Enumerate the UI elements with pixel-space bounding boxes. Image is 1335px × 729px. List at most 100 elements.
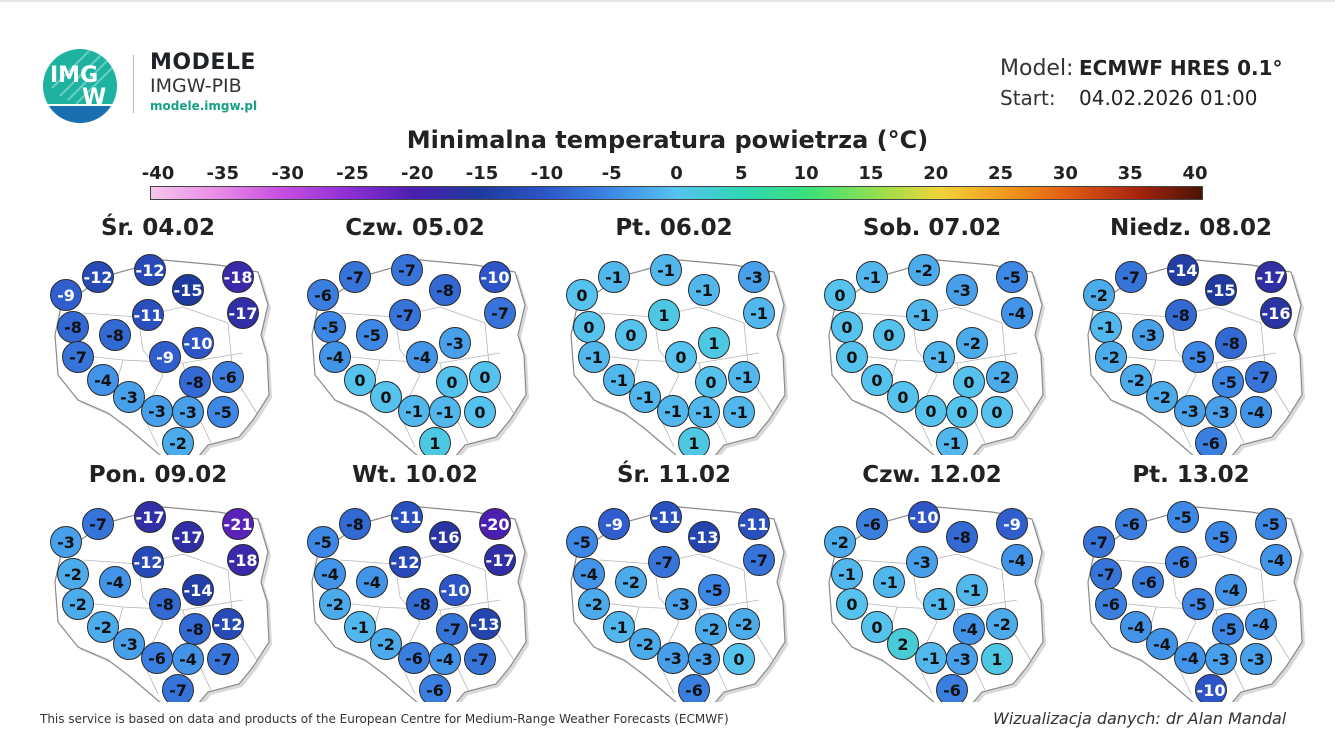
scale-tick-label: 10 xyxy=(793,163,819,184)
temperature-marker-circle xyxy=(344,364,376,396)
panel-day-title: Czw. 12.02 xyxy=(862,462,1002,488)
temperature-marker: -1 xyxy=(915,642,947,674)
temperature-value: 0 xyxy=(675,348,686,367)
temperature-marker-circle xyxy=(1001,544,1033,576)
temperature-marker-circle xyxy=(723,643,755,675)
temperature-marker: -6 xyxy=(1115,508,1147,540)
temperature-marker-circle xyxy=(1260,544,1292,576)
temperature-marker: -2 xyxy=(319,588,351,620)
temperature-value: -3 xyxy=(148,402,166,421)
temperature-marker-circle xyxy=(172,396,204,428)
temperature-marker-circle xyxy=(1167,254,1199,286)
temperature-value: -2 xyxy=(94,618,112,637)
temperature-value: -1 xyxy=(636,388,654,407)
panel-day-title: Wt. 10.02 xyxy=(352,462,478,488)
temperature-marker: -8 xyxy=(179,366,211,398)
temperature-value: -8 xyxy=(106,326,124,345)
temperature-marker-circle xyxy=(665,588,697,620)
temperature-value: -5 xyxy=(1262,515,1280,534)
temperature-marker: -3 xyxy=(1132,319,1164,351)
temperature-marker: -8 xyxy=(149,588,181,620)
scale-tick-label: -10 xyxy=(530,163,564,184)
temperature-value: 0 xyxy=(479,368,490,387)
temperature-marker-circle xyxy=(856,261,888,293)
temperature-marker-circle xyxy=(1205,643,1237,675)
temperature-marker: -3 xyxy=(439,327,471,359)
temperature-value: -1 xyxy=(610,618,628,637)
temperature-marker: -6 xyxy=(856,508,888,540)
temperature-value: -1 xyxy=(930,595,948,614)
temperature-marker-circle xyxy=(182,574,214,606)
temperature-marker-circle xyxy=(389,299,421,331)
temperature-value: 0 xyxy=(625,326,636,345)
temperature-marker: -10 xyxy=(908,501,940,533)
temperature-marker: -1 xyxy=(1090,311,1122,343)
temperature-marker-circle xyxy=(1083,526,1115,558)
temperature-marker-circle xyxy=(227,297,259,329)
temperature-marker: -1 xyxy=(923,341,955,373)
temperature-marker: -1 xyxy=(906,299,938,331)
temperature-marker: -9 xyxy=(598,508,630,540)
temperature-marker: -2 xyxy=(824,526,856,558)
temperature-marker: -5 xyxy=(996,261,1028,293)
temperature-value: -6 xyxy=(314,286,332,305)
temperature-marker-circle xyxy=(996,261,1028,293)
temperature-value: -1 xyxy=(838,565,856,584)
temperature-value: -4 xyxy=(580,565,598,584)
temperature-value: 0 xyxy=(841,318,852,337)
temperature-marker: -10 xyxy=(439,574,471,606)
temperature-marker: -4 xyxy=(356,566,388,598)
temperature-marker-circle xyxy=(996,508,1028,540)
temperature-marker-circle xyxy=(665,341,697,373)
temperature-marker: -3 xyxy=(665,588,697,620)
brand-url[interactable]: modele.imgw.pl xyxy=(150,99,258,113)
temperature-marker: -1 xyxy=(650,254,682,286)
temperature-value: -3 xyxy=(179,403,197,422)
temperature-marker: -3 xyxy=(1205,396,1237,428)
temperature-value: -7 xyxy=(346,268,364,287)
temperature-value: -5 xyxy=(1219,620,1237,639)
temperature-value: -1 xyxy=(585,348,603,367)
temperature-value: -9 xyxy=(57,286,75,305)
scale-tick-label: 30 xyxy=(1052,163,1078,184)
temperature-value: -5 xyxy=(573,533,591,552)
temperature-value: -21 xyxy=(224,515,253,534)
temperature-marker: -11 xyxy=(132,299,164,331)
temperature-value: -1 xyxy=(1097,318,1115,337)
temperature-marker: -5 xyxy=(1212,366,1244,398)
temperature-value: -4 xyxy=(363,573,381,592)
temperature-marker-circle xyxy=(908,254,940,286)
temperature-marker-circle xyxy=(923,588,955,620)
temperature-value: 1 xyxy=(429,434,440,453)
temperature-value: -1 xyxy=(750,304,768,323)
temperature-marker: -4 xyxy=(172,643,204,675)
temperature-marker: -7 xyxy=(1115,261,1147,293)
temperature-marker: -7 xyxy=(1090,558,1122,590)
temperature-value: -4 xyxy=(179,650,197,669)
scale-tick-label: 0 xyxy=(670,163,683,184)
temperature-value: -1 xyxy=(405,402,423,421)
temperature-marker-circle xyxy=(1120,611,1152,643)
scale-tick-label: 15 xyxy=(858,163,884,184)
temperature-value: 0 xyxy=(733,650,744,669)
temperature-value: -4 xyxy=(1267,551,1285,570)
temperature-marker-circle xyxy=(956,327,988,359)
temperature-marker-circle xyxy=(87,611,119,643)
temperature-value: -10 xyxy=(184,334,213,353)
temperature-marker: 0 xyxy=(573,311,605,343)
footer-attribution: This service is based on data and produc… xyxy=(40,712,729,726)
temperature-value: 1 xyxy=(708,334,719,353)
temperature-marker-circle xyxy=(182,327,214,359)
temperature-marker-circle xyxy=(887,628,919,660)
temperature-marker-circle xyxy=(603,611,635,643)
brand-title: MODELE xyxy=(150,50,256,75)
temperature-marker: -4 xyxy=(319,341,351,373)
temperature-value: -1 xyxy=(880,573,898,592)
temperature-marker-circle xyxy=(1132,319,1164,351)
temperature-marker: -6 xyxy=(398,642,430,674)
temperature-value: -1 xyxy=(605,268,623,287)
temperature-value: -20 xyxy=(481,515,510,534)
temperature-marker: 0 xyxy=(836,341,868,373)
temperature-marker: -2 xyxy=(615,566,647,598)
temperature-value: -7 xyxy=(655,553,673,572)
